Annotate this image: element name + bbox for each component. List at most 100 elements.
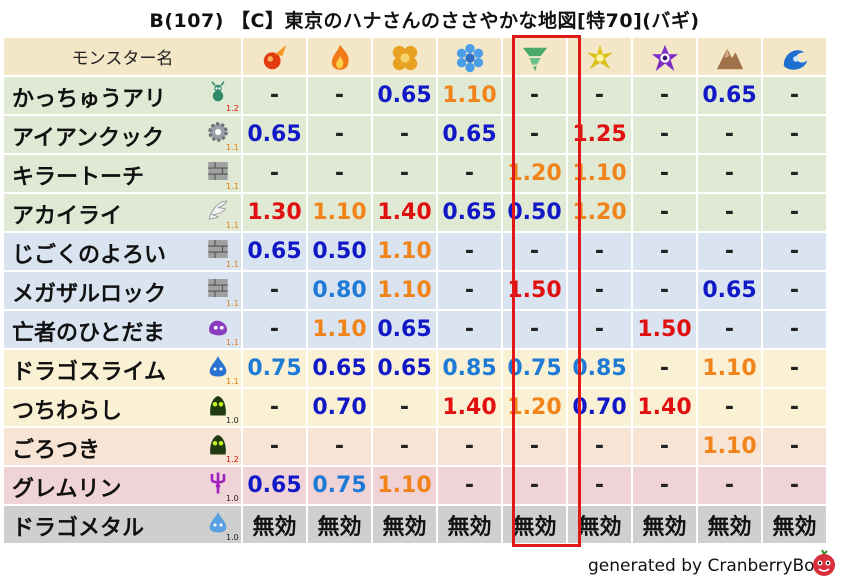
monster-row: ドラゴメタル 1.0 無効 無効 無効 無効 無効 無効 無効 無効 無効 bbox=[4, 506, 826, 543]
version-badge: 1.2 bbox=[226, 455, 239, 464]
monster-name-cell: ごろつき 1.2 bbox=[4, 428, 241, 465]
monster-name: キラートーチ bbox=[12, 165, 145, 190]
resistance-value: - bbox=[373, 389, 436, 426]
resistance-value: - bbox=[503, 77, 566, 114]
resistance-value: 無効 bbox=[373, 506, 436, 543]
element-header-1 bbox=[308, 38, 371, 75]
resistance-value: 0.50 bbox=[308, 233, 371, 270]
resistance-value: - bbox=[438, 272, 501, 309]
slime-icon bbox=[209, 355, 227, 377]
resistance-value: - bbox=[438, 155, 501, 192]
resistance-value: 1.40 bbox=[633, 389, 696, 426]
metal-slime-icon bbox=[209, 511, 227, 533]
trident-icon bbox=[210, 472, 226, 494]
resistance-value: 0.80 bbox=[308, 272, 371, 309]
resistance-value: 0.65 bbox=[438, 116, 501, 153]
resistance-value: - bbox=[763, 350, 826, 387]
resistance-value: 1.50 bbox=[503, 272, 566, 309]
resistance-value: - bbox=[763, 155, 826, 192]
resistance-value: 1.10 bbox=[308, 194, 371, 231]
resistance-value: - bbox=[308, 116, 371, 153]
table-body: かっちゅうアリ 1.2- -0.65 1.10- - -0.65- アイアンクック 1.1 0.… bbox=[4, 77, 826, 543]
resistance-value: 無効 bbox=[308, 506, 371, 543]
resistance-value: - bbox=[698, 155, 761, 192]
resistance-value: 0.65 bbox=[308, 350, 371, 387]
monster-name: グレムリン bbox=[12, 477, 122, 502]
resistance-value: 無効 bbox=[503, 506, 566, 543]
resistance-value: - bbox=[763, 77, 826, 114]
resistance-value: 0.70 bbox=[568, 389, 631, 426]
fire-bolt-icon bbox=[263, 44, 286, 70]
resistance-value: 無効 bbox=[438, 506, 501, 543]
monster-row: キラートーチ 1.1- - - -1.20 1.10- - - bbox=[4, 155, 826, 192]
brick-icon bbox=[208, 240, 228, 258]
monster-row: メガザルロック 1.1-0.80 1.10-1.50- -0.65- bbox=[4, 272, 826, 309]
resistance-value: 0.65 bbox=[373, 350, 436, 387]
resistance-value: 0.70 bbox=[308, 389, 371, 426]
resistance-value: - bbox=[633, 467, 696, 504]
resistance-value: - bbox=[763, 389, 826, 426]
monster-row: 亡者のひとだま 1.1-1.10 0.65- - -1.50- - bbox=[4, 311, 826, 348]
monster-name-cell: アカイライ 1.1 bbox=[4, 194, 241, 231]
resistance-value: 0.75 bbox=[308, 467, 371, 504]
resistance-value: 1.10 bbox=[698, 428, 761, 465]
resistance-value: - bbox=[568, 233, 631, 270]
resistance-value: - bbox=[503, 116, 566, 153]
resistance-value: - bbox=[503, 311, 566, 348]
element-header-8 bbox=[763, 38, 826, 75]
resistance-value: 0.85 bbox=[568, 350, 631, 387]
monster-row: かっちゅうアリ 1.2- -0.65 1.10- - -0.65- bbox=[4, 77, 826, 114]
wing-icon bbox=[208, 200, 228, 220]
ant-icon bbox=[211, 81, 225, 102]
element-header-0 bbox=[243, 38, 306, 75]
resistance-value: 0.65 bbox=[243, 467, 306, 504]
resistance-value: - bbox=[763, 116, 826, 153]
element-header-4 bbox=[503, 38, 566, 75]
resistance-value: - bbox=[373, 155, 436, 192]
monster-name-cell: メガザルロック 1.1 bbox=[4, 272, 241, 309]
version-badge: 1.1 bbox=[226, 338, 239, 347]
element-header-3 bbox=[438, 38, 501, 75]
mud-icon bbox=[210, 435, 226, 455]
resistance-value: 1.30 bbox=[243, 194, 306, 231]
resistance-value: 無効 bbox=[763, 506, 826, 543]
version-badge: 1.0 bbox=[226, 533, 239, 542]
wind-icon bbox=[522, 47, 547, 72]
resistance-value: 0.65 bbox=[243, 116, 306, 153]
resistance-value: - bbox=[308, 428, 371, 465]
header-row: モンスター名 bbox=[4, 38, 826, 75]
monster-name: かっちゅうアリ bbox=[12, 87, 167, 112]
monster-name-cell: グレムリン 1.0 bbox=[4, 467, 241, 504]
monster-name-header: モンスター名 bbox=[4, 38, 241, 75]
version-badge: 1.1 bbox=[226, 299, 239, 308]
brick-icon bbox=[208, 162, 228, 180]
resistance-value: - bbox=[698, 311, 761, 348]
element-header-5 bbox=[568, 38, 631, 75]
monster-name-cell: じごくのよろい 1.1 bbox=[4, 233, 241, 270]
resistance-value: 1.40 bbox=[438, 389, 501, 426]
resistance-value: - bbox=[503, 233, 566, 270]
version-badge: 1.1 bbox=[226, 260, 239, 269]
monster-name-cell: ドラゴスライム 1.1 bbox=[4, 350, 241, 387]
monster-name: ドラゴメタル bbox=[12, 516, 145, 541]
resistance-value: 1.10 bbox=[373, 233, 436, 270]
resistance-value: - bbox=[438, 233, 501, 270]
monster-row: アイアンクック 1.1 0.65- -0.65-1.25- - - bbox=[4, 116, 826, 153]
monster-name: 亡者のひとだま bbox=[12, 321, 165, 346]
footer-credit: generated by CranberryBot bbox=[588, 556, 822, 576]
version-badge: 1.1 bbox=[226, 221, 239, 230]
cranberry-bot-icon bbox=[813, 549, 835, 576]
resistance-value: - bbox=[698, 194, 761, 231]
version-badge: 1.1 bbox=[226, 377, 239, 386]
monster-row: じごくのよろい 1.1 0.65 0.50 1.10- - - - - - bbox=[4, 233, 826, 270]
resistance-value: - bbox=[243, 272, 306, 309]
version-badge: 1.2 bbox=[226, 104, 239, 113]
resistance-value: - bbox=[763, 272, 826, 309]
resistance-value: - bbox=[698, 233, 761, 270]
monster-name-cell: つちわらし 1.0 bbox=[4, 389, 241, 426]
gear-icon bbox=[208, 122, 228, 142]
mud-icon bbox=[210, 396, 226, 416]
version-badge: 1.1 bbox=[226, 182, 239, 191]
flame-icon bbox=[331, 44, 349, 70]
resistance-value: - bbox=[763, 233, 826, 270]
